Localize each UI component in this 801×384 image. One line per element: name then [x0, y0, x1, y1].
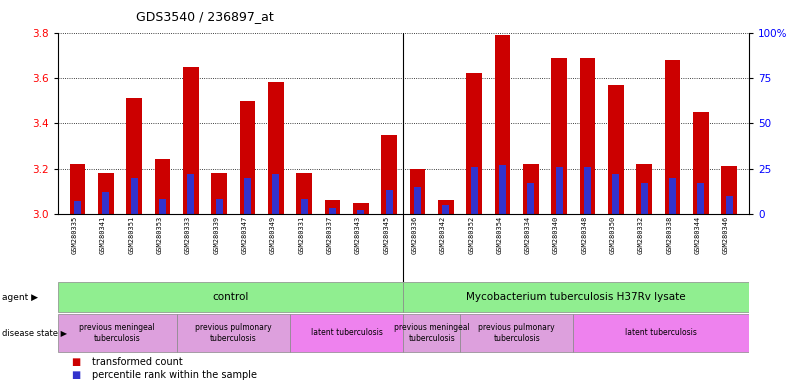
Bar [612, 174, 619, 214]
Text: GSM280341: GSM280341 [100, 216, 106, 254]
Text: GSM280331: GSM280331 [298, 216, 304, 254]
Bar [211, 173, 227, 214]
Bar [58, 282, 403, 312]
Bar [239, 101, 256, 214]
Bar [272, 174, 280, 214]
Text: ■: ■ [71, 357, 81, 367]
Text: GSM280353: GSM280353 [156, 216, 163, 254]
Text: GSM280347: GSM280347 [241, 216, 248, 254]
Bar [693, 112, 709, 214]
Bar [58, 314, 177, 352]
Bar [155, 159, 171, 214]
Bar [636, 164, 652, 214]
Text: GSM280351: GSM280351 [128, 216, 134, 254]
Bar [177, 314, 290, 352]
Bar [329, 209, 336, 214]
Text: ■: ■ [71, 370, 81, 380]
Bar [131, 178, 138, 214]
Bar [296, 173, 312, 214]
Bar [665, 60, 680, 214]
Text: latent tuberculosis: latent tuberculosis [625, 328, 697, 338]
Bar [466, 73, 482, 214]
Bar [357, 210, 364, 214]
Text: GSM280337: GSM280337 [327, 216, 332, 254]
Bar [187, 174, 195, 214]
Text: transformed count: transformed count [92, 357, 183, 367]
Text: agent ▶: agent ▶ [2, 293, 38, 302]
Text: GSM280332: GSM280332 [638, 216, 644, 254]
Text: Mycobacterium tuberculosis H37Rv lysate: Mycobacterium tuberculosis H37Rv lysate [466, 292, 686, 302]
Text: GSM280340: GSM280340 [553, 216, 559, 254]
Text: percentile rank within the sample: percentile rank within the sample [92, 370, 257, 380]
Text: previous meningeal
tuberculosis: previous meningeal tuberculosis [394, 323, 469, 343]
Text: GDS3540 / 236897_at: GDS3540 / 236897_at [136, 10, 274, 23]
Bar [580, 58, 595, 214]
Text: previous meningeal
tuberculosis: previous meningeal tuberculosis [79, 323, 155, 343]
Bar [381, 134, 397, 214]
Text: GSM280348: GSM280348 [582, 216, 587, 254]
Bar [460, 314, 574, 352]
Text: GSM280352: GSM280352 [468, 216, 474, 254]
Bar [641, 183, 648, 214]
Bar [608, 85, 623, 214]
Text: previous pulmonary
tuberculosis: previous pulmonary tuberculosis [478, 323, 555, 343]
Bar [98, 173, 114, 214]
Text: GSM280335: GSM280335 [71, 216, 78, 254]
Text: GSM280343: GSM280343 [355, 216, 360, 254]
Text: GSM280333: GSM280333 [185, 216, 191, 254]
Bar [527, 183, 534, 214]
Bar [414, 187, 421, 214]
Bar [722, 166, 737, 214]
Bar [495, 35, 510, 214]
Bar [438, 200, 453, 214]
Text: latent tuberculosis: latent tuberculosis [311, 328, 383, 338]
Bar [74, 201, 81, 214]
Text: GSM280350: GSM280350 [610, 216, 616, 254]
Text: GSM280336: GSM280336 [412, 216, 417, 254]
Text: GSM280349: GSM280349 [270, 216, 276, 254]
Text: previous pulmonary
tuberculosis: previous pulmonary tuberculosis [195, 323, 272, 343]
Bar [556, 167, 562, 214]
Bar [409, 169, 425, 214]
Bar [523, 164, 538, 214]
Bar [403, 314, 460, 352]
Bar [103, 192, 110, 214]
Bar [268, 83, 284, 214]
Text: GSM280345: GSM280345 [383, 216, 389, 254]
Bar [385, 190, 392, 214]
Bar [127, 98, 142, 214]
Bar [159, 199, 166, 214]
Bar [471, 167, 477, 214]
Bar [300, 199, 308, 214]
Bar [584, 167, 591, 214]
Bar [574, 314, 749, 352]
Bar [215, 199, 223, 214]
Bar [669, 178, 676, 214]
Text: control: control [212, 292, 248, 302]
Text: disease state ▶: disease state ▶ [2, 328, 66, 338]
Text: GSM280354: GSM280354 [497, 216, 502, 254]
Text: GSM280338: GSM280338 [666, 216, 673, 254]
Bar [697, 183, 704, 214]
Bar [244, 178, 251, 214]
Text: GSM280339: GSM280339 [213, 216, 219, 254]
Bar [403, 282, 749, 312]
Bar [442, 205, 449, 214]
Bar [551, 58, 567, 214]
Bar [353, 202, 368, 214]
Text: GSM280346: GSM280346 [723, 216, 729, 254]
Bar [70, 164, 85, 214]
Bar [726, 196, 733, 214]
Bar [324, 200, 340, 214]
Bar [499, 165, 506, 214]
Text: GSM280334: GSM280334 [525, 216, 531, 254]
Bar [183, 66, 199, 214]
Text: GSM280342: GSM280342 [440, 216, 446, 254]
Bar [290, 314, 404, 352]
Text: GSM280344: GSM280344 [694, 216, 701, 254]
